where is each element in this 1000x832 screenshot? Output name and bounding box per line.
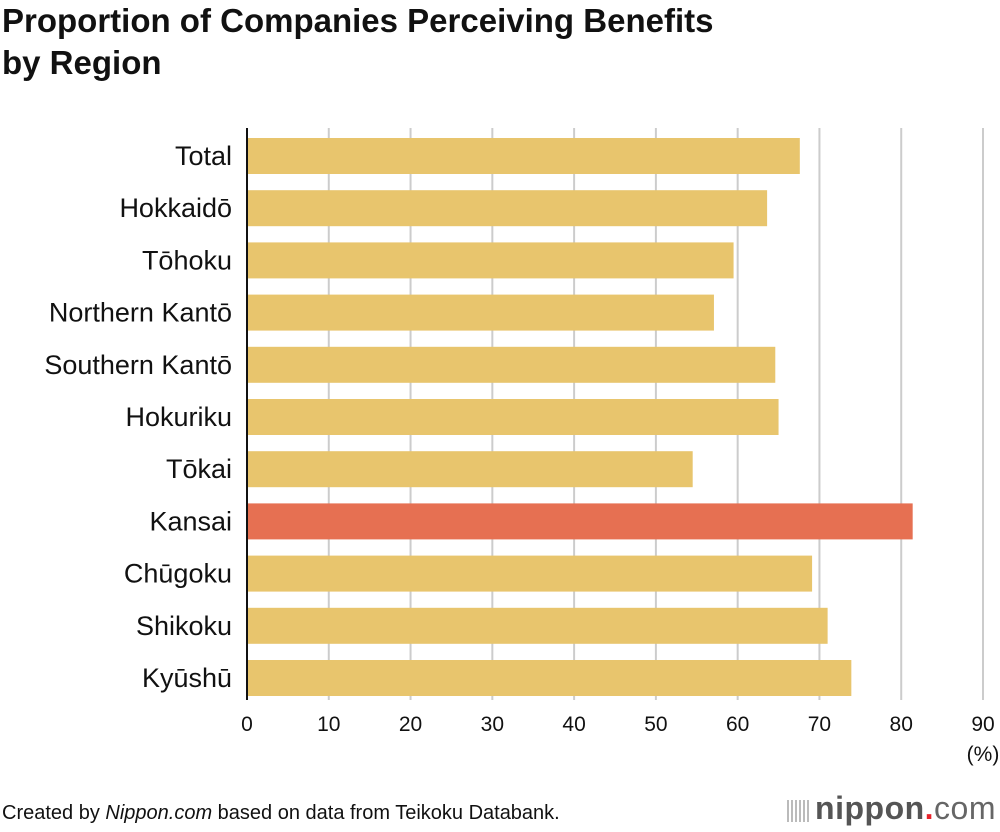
x-tick-label: 0 xyxy=(241,713,253,736)
source-suffix: based on data from Teikoku Databank. xyxy=(212,802,560,824)
source-publisher: Nippon.com xyxy=(105,802,213,824)
x-tick-label: 50 xyxy=(644,713,667,736)
category-label: Tōhoku xyxy=(142,245,232,275)
logo-sound-icon xyxy=(787,799,810,822)
bar xyxy=(247,294,714,331)
category-label: Shikoku xyxy=(136,611,232,641)
x-unit-label: (%) xyxy=(967,743,1000,766)
source-note: Created by Nippon.com based on data from… xyxy=(2,802,560,825)
bar xyxy=(247,451,693,488)
bar xyxy=(247,138,800,174)
bar xyxy=(247,607,828,644)
title-line-2: by Region xyxy=(2,44,162,81)
bar-chart: 0 10 20 30 40 50 60 70 80 90 (%) Total Hokkaidō Tōhok… xyxy=(44,128,1000,766)
x-tick-label: 70 xyxy=(808,713,831,736)
bar xyxy=(247,242,734,279)
bar xyxy=(247,190,768,227)
category-label: Northern Kantō xyxy=(49,298,232,328)
x-tick-label: 80 xyxy=(890,713,913,736)
bar xyxy=(247,399,779,435)
category-label: Tōkai xyxy=(166,454,232,484)
title-line-1: Proportion of Companies Perceiving Benef… xyxy=(2,2,714,39)
bar xyxy=(247,503,913,540)
bar xyxy=(247,660,852,696)
chart-title: Proportion of Companies Perceiving Benef… xyxy=(2,0,713,84)
category-label: Hokkaidō xyxy=(119,193,232,223)
category-label: Chūgoku xyxy=(124,559,232,589)
x-tick-label: 20 xyxy=(399,713,422,736)
category-label: Kyūshū xyxy=(142,663,232,693)
nippon-logo: nippon.com xyxy=(787,790,996,827)
x-tick-label: 10 xyxy=(317,713,340,736)
category-label: Kansai xyxy=(149,506,232,536)
bar xyxy=(247,346,776,383)
category-label: Hokuriku xyxy=(125,402,232,432)
x-tick-label: 40 xyxy=(562,713,585,736)
category-label: Total xyxy=(175,141,232,171)
source-prefix: Created by xyxy=(2,802,106,824)
x-tick-label: 30 xyxy=(481,713,504,736)
bar xyxy=(247,555,813,592)
category-label: Southern Kantō xyxy=(44,350,232,380)
x-tick-label: 60 xyxy=(726,713,749,736)
x-tick-label: 90 xyxy=(971,713,994,736)
